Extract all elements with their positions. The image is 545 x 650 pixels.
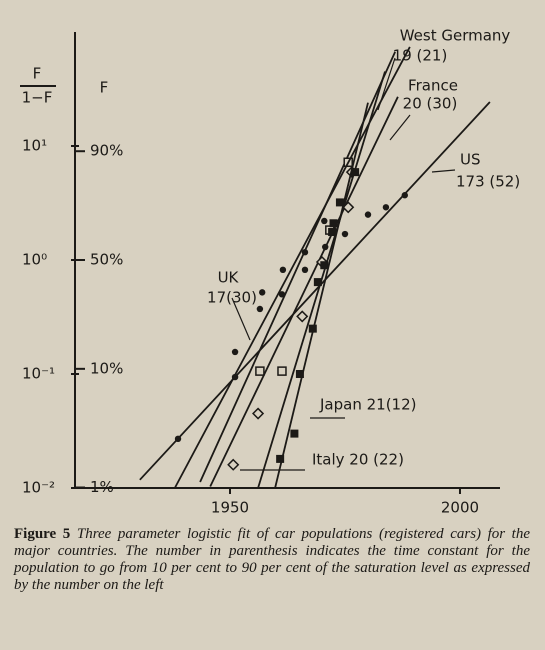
fit-line <box>257 71 386 489</box>
point <box>341 230 349 238</box>
caption: Figure 5 Three parameter logistic fit of… <box>14 526 530 594</box>
y-tick-label: 10⁻² <box>22 479 55 497</box>
point <box>279 266 287 274</box>
point <box>255 366 265 376</box>
fit-line <box>199 51 396 483</box>
annotation: 20 (30) <box>403 95 458 113</box>
annotation: 173 (52) <box>456 173 520 191</box>
point <box>308 324 317 333</box>
chart: F 1−F F 10¹ 10⁰ 10⁻¹ 10⁻² 90% 50% 10% 1% 1950 200… <box>20 27 520 517</box>
y-label-numerator: F <box>33 65 42 83</box>
y-tick-label: 10¹ <box>22 137 47 155</box>
y2-tick-label: 10% <box>90 359 123 377</box>
annotation: UK <box>218 269 240 287</box>
point <box>256 305 264 313</box>
y2-tick-label: 1% <box>90 478 114 496</box>
point <box>320 261 329 270</box>
leader <box>389 114 411 141</box>
point <box>321 217 328 225</box>
y2-tick-label: 50% <box>90 251 123 269</box>
y-tick-label: 10⁻¹ <box>22 365 55 383</box>
point <box>231 373 239 381</box>
caption-text: Three parameter logistic fit of car popu… <box>14 526 531 593</box>
x-tick-label: 2000 <box>441 499 479 517</box>
point <box>301 266 309 274</box>
point <box>301 249 309 256</box>
fit-line <box>139 101 491 481</box>
y2-tick-label: 90% <box>90 142 123 160</box>
point <box>364 211 372 218</box>
point <box>328 228 337 237</box>
fit-line <box>274 102 369 489</box>
x-tick-label: 1950 <box>211 499 249 517</box>
annotation: West Germany <box>400 27 511 45</box>
point <box>290 429 299 438</box>
leader <box>231 297 251 341</box>
point <box>401 192 408 199</box>
annotation: France <box>408 77 458 95</box>
y2-label: F <box>100 79 109 97</box>
point <box>227 458 240 471</box>
point <box>252 407 265 420</box>
annotation: US <box>460 151 481 169</box>
y-label-denominator: 1−F <box>22 89 53 107</box>
point <box>382 204 390 211</box>
leader <box>431 169 456 173</box>
point <box>313 278 322 287</box>
point <box>295 370 304 378</box>
annotation: 17(30) <box>207 289 257 307</box>
annotation: 19 (21) <box>393 47 448 65</box>
point <box>329 219 338 228</box>
point <box>335 198 344 207</box>
fit-line <box>174 46 411 489</box>
caption-label: Figure 5 <box>14 526 71 542</box>
y-tick-label: 10⁰ <box>22 251 47 269</box>
fit-line <box>209 96 399 487</box>
point <box>259 289 266 296</box>
point <box>296 310 309 323</box>
annotation: Italy 20 (22) <box>312 451 404 469</box>
annotation: Japan 21(12) <box>319 396 416 414</box>
point <box>276 454 285 463</box>
point <box>277 366 287 376</box>
point <box>231 348 239 356</box>
point <box>174 435 182 443</box>
